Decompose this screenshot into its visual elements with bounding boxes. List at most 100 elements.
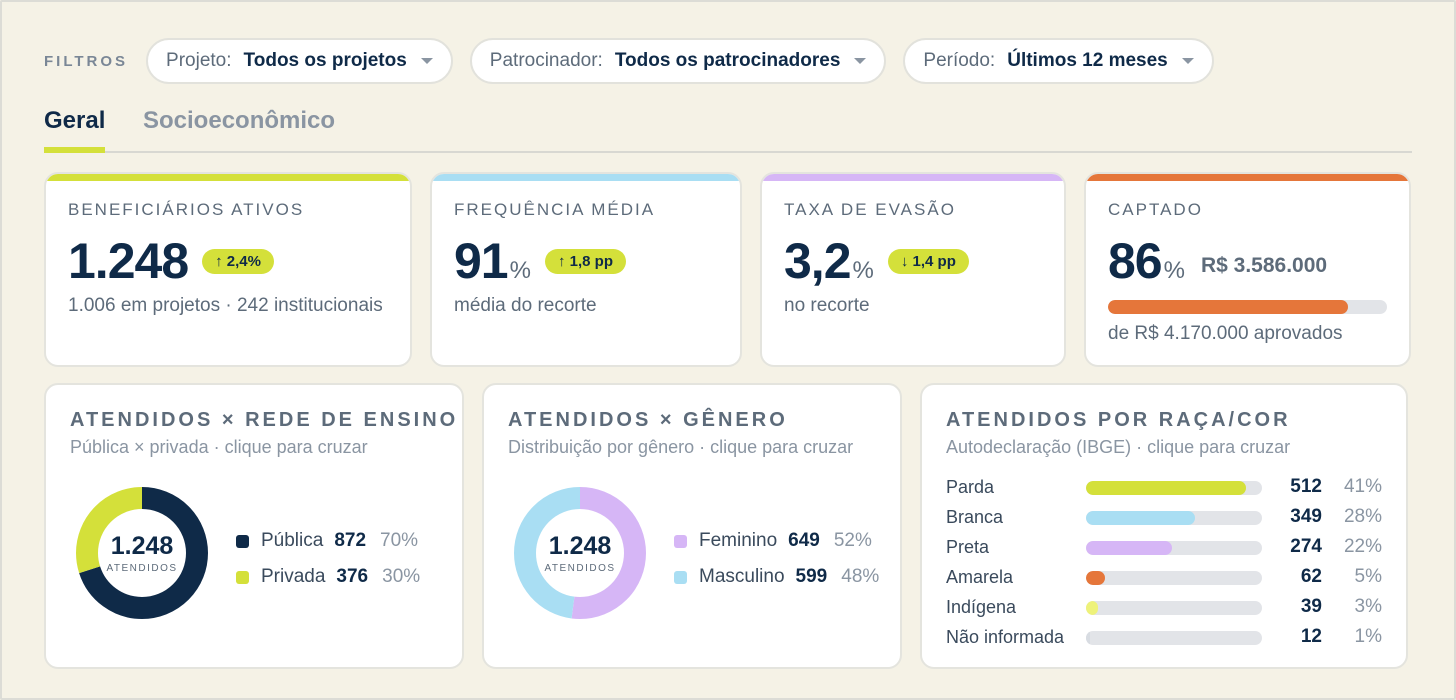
panel-title: ATENDIDOS × REDE DE ENSINO bbox=[70, 409, 459, 431]
trend-badge: ↑ 1,8 pp bbox=[544, 249, 626, 274]
donut-total-label: ATENDIDOS bbox=[544, 563, 616, 574]
kpi-subtitle: de R$ 4.170.000 aprovados bbox=[1108, 323, 1343, 344]
kpi-value: 91 bbox=[454, 233, 509, 289]
panel-subtitle: Distribuição por gênero · clique para cr… bbox=[508, 437, 854, 457]
chevron-down-icon bbox=[854, 58, 867, 64]
filter-patrocinador-label: Patrocinador: bbox=[489, 50, 603, 71]
legend-swatch bbox=[674, 570, 687, 584]
race-value: 512 bbox=[1290, 476, 1322, 497]
race-bar-fill bbox=[1086, 631, 1090, 645]
race-row[interactable]: Preta 274 22% bbox=[946, 533, 1386, 563]
race-bar-track bbox=[1086, 601, 1262, 615]
legend-value: 376 bbox=[336, 566, 369, 587]
kpi-accent-bar bbox=[1086, 174, 1409, 181]
raca-bar-list: Parda 512 41% Branca 349 28% Preta 274 22% Amarel… bbox=[946, 473, 1386, 653]
race-percent: 22% bbox=[1343, 536, 1382, 557]
race-label: Não informada bbox=[946, 627, 1065, 647]
captado-progress-fill bbox=[1108, 300, 1348, 314]
legend-item-feminino[interactable]: Feminino 649 52% bbox=[674, 523, 879, 559]
race-row[interactable]: Amarela 62 5% bbox=[946, 563, 1386, 593]
race-value: 62 bbox=[1300, 566, 1322, 587]
filters-label: FILTROS bbox=[44, 52, 129, 70]
kpi-card-frequencia: FREQUÊNCIA MÉDIA 91 % ↑ 1,8 pp média do … bbox=[430, 172, 742, 367]
kpi-subtitle: média do recorte bbox=[454, 295, 597, 316]
donut-total-label: ATENDIDOS bbox=[106, 563, 178, 574]
race-row[interactable]: Não informada 12 1% bbox=[946, 623, 1386, 653]
legend-percent: 52% bbox=[833, 530, 872, 551]
legend-item-masculino[interactable]: Masculino 599 48% bbox=[674, 559, 879, 595]
race-row[interactable]: Parda 512 41% bbox=[946, 473, 1386, 503]
filter-projeto[interactable]: Projeto: Todos os projetos bbox=[146, 38, 453, 84]
tab-geral[interactable]: Geral bbox=[44, 107, 106, 153]
kpi-accent-bar bbox=[46, 174, 410, 181]
legend-swatch bbox=[236, 534, 249, 548]
genero-donut-chart[interactable] bbox=[512, 485, 648, 621]
race-label: Branca bbox=[946, 507, 1004, 527]
genero-legend: Feminino 649 52% Masculino 599 48% bbox=[674, 523, 879, 595]
race-row[interactable]: Indígena 39 3% bbox=[946, 593, 1386, 623]
race-row[interactable]: Branca 349 28% bbox=[946, 503, 1386, 533]
legend-swatch bbox=[236, 570, 249, 584]
race-percent: 1% bbox=[1354, 626, 1382, 647]
race-value: 349 bbox=[1290, 506, 1322, 527]
chevron-down-icon bbox=[1181, 58, 1194, 64]
race-bar-fill bbox=[1086, 511, 1196, 525]
filter-periodo[interactable]: Período: Últimos 12 meses bbox=[903, 38, 1214, 84]
kpi-money: R$ 3.586.000 bbox=[1200, 254, 1328, 277]
tab-bar: Geral Socioeconômico bbox=[44, 103, 1412, 153]
legend-percent: 70% bbox=[380, 530, 419, 551]
race-bar-track bbox=[1086, 541, 1262, 555]
legend-percent: 30% bbox=[382, 566, 421, 587]
race-bar-fill bbox=[1086, 481, 1247, 495]
kpi-unit: % bbox=[509, 257, 531, 284]
donut-total: 1.248 bbox=[548, 532, 612, 560]
kpi-accent-bar bbox=[762, 174, 1064, 181]
panel-raca-cor[interactable]: ATENDIDOS POR RAÇA/COR Autodeclaração (I… bbox=[920, 383, 1408, 669]
legend-label: Pública bbox=[261, 530, 324, 551]
donut-center: 1.248 ATENDIDOS bbox=[512, 485, 648, 621]
rede-donut-chart[interactable] bbox=[74, 485, 210, 621]
filter-periodo-value: Últimos 12 meses bbox=[1007, 50, 1168, 71]
legend-item-publica[interactable]: Pública 872 70% bbox=[236, 523, 420, 559]
panel-title: ATENDIDOS × GÊNERO bbox=[508, 409, 788, 431]
panel-title: ATENDIDOS POR RAÇA/COR bbox=[946, 409, 1291, 431]
kpi-unit: % bbox=[852, 257, 874, 284]
panel-rede-ensino[interactable]: ATENDIDOS × REDE DE ENSINO Pública × pri… bbox=[44, 383, 464, 669]
legend-label: Feminino bbox=[699, 530, 778, 551]
tab-socioeconomico[interactable]: Socioeconômico bbox=[143, 107, 336, 134]
race-percent: 3% bbox=[1354, 596, 1382, 617]
kpi-title: FREQUÊNCIA MÉDIA bbox=[454, 200, 656, 219]
legend-value: 649 bbox=[788, 530, 820, 551]
panel-genero[interactable]: ATENDIDOS × GÊNERO Distribuição por gêne… bbox=[482, 383, 902, 669]
panel-subtitle: Autodeclaração (IBGE) · clique para cruz… bbox=[946, 437, 1291, 457]
legend-percent: 48% bbox=[841, 566, 880, 587]
rede-legend: Pública 872 70% Privada 376 30% bbox=[236, 523, 420, 595]
race-percent: 41% bbox=[1343, 476, 1382, 497]
kpi-card-evasao: TAXA DE EVASÃO 3,2 % ↓ 1,4 pp no recorte bbox=[760, 172, 1066, 367]
kpi-value: 3,2 bbox=[784, 233, 852, 289]
race-label: Indígena bbox=[946, 597, 1017, 617]
kpi-title: BENEFICIÁRIOS ATIVOS bbox=[68, 200, 305, 219]
kpi-subtitle: 1.006 em projetos · 242 institucionais bbox=[68, 295, 383, 316]
legend-value: 872 bbox=[334, 530, 367, 551]
race-percent: 5% bbox=[1354, 566, 1382, 587]
race-value: 12 bbox=[1300, 626, 1322, 647]
kpi-title: TAXA DE EVASÃO bbox=[784, 200, 956, 219]
legend-item-privada[interactable]: Privada 376 30% bbox=[236, 559, 420, 595]
legend-label: Privada bbox=[261, 566, 326, 587]
race-bar-track bbox=[1086, 481, 1262, 495]
race-percent: 28% bbox=[1343, 506, 1382, 527]
race-bar-track bbox=[1086, 631, 1262, 645]
kpi-card-captado: CAPTADO 86 % R$ 3.586.000 de R$ 4.170.00… bbox=[1084, 172, 1411, 367]
race-bar-track bbox=[1086, 511, 1262, 525]
filter-patrocinador[interactable]: Patrocinador: Todos os patrocinadores bbox=[469, 38, 887, 84]
donut-total: 1.248 bbox=[110, 532, 174, 560]
filters-bar: FILTROS Projeto: Todos os projetos Patro… bbox=[44, 38, 1231, 84]
race-bar-track bbox=[1086, 571, 1262, 585]
donut-segment-masculino[interactable] bbox=[514, 487, 646, 619]
race-label: Preta bbox=[946, 537, 990, 557]
donut-segment-privada[interactable] bbox=[76, 487, 208, 619]
filter-patrocinador-value: Todos os patrocinadores bbox=[614, 50, 841, 71]
race-value: 274 bbox=[1290, 536, 1322, 557]
